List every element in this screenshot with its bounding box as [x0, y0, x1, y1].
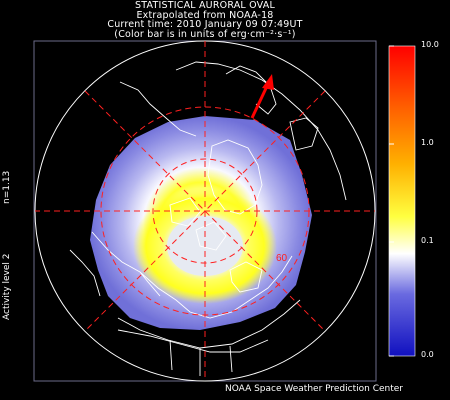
coastline-alaska: [69, 249, 101, 297]
coastline-baffin: [195, 221, 227, 251]
colorbar-tick-10: 10.0: [421, 40, 439, 49]
colorbar-gradient: [388, 45, 416, 357]
map-title-block: STATISTICAL AURORAL OVAL Extrapolated fr…: [0, 1, 410, 39]
colorbar-tick-1: 1.0: [421, 138, 434, 147]
geo-grid: [35, 41, 375, 381]
credit-text: NOAA Space Weather Prediction Center: [225, 384, 403, 394]
sun-direction-arrow: [250, 74, 274, 119]
grid-meridian-diag-2: [84, 90, 326, 332]
coastline-us-borders: [117, 329, 269, 376]
colorbar-tick-0-1: 0.1: [421, 236, 434, 245]
coastline-europe-detail: [289, 117, 319, 151]
title-line-1: STATISTICAL AURORAL OVAL: [135, 0, 275, 11]
latitude-label-60: 60: [276, 253, 288, 264]
coastline-us: [117, 299, 301, 349]
title-line-3: Current time: 2010 January 09 07:49UT: [107, 19, 303, 30]
activity-level-label: Activity level 2: [2, 253, 12, 320]
coastline-greenland: [207, 139, 263, 215]
n-value-label: n=1.13: [2, 170, 12, 204]
title-line-4: (Color bar is in units of erg·cm⁻²·s⁻¹): [114, 28, 296, 40]
grid-meridian-diag-1: [84, 90, 326, 332]
coastline-arctic-islands: [169, 197, 201, 227]
coastline-north-america: [91, 231, 293, 319]
colorbar-ticks: [389, 45, 394, 357]
coastline-russia: [119, 81, 197, 137]
coastline-hudson-bay: [229, 261, 263, 293]
colorbar-tick-0: 0.0: [421, 350, 434, 359]
coastlines: [69, 61, 347, 376]
title-line-2: Extrapolated from NOAA-18: [136, 9, 274, 21]
coastline-eurasia: [175, 61, 347, 201]
